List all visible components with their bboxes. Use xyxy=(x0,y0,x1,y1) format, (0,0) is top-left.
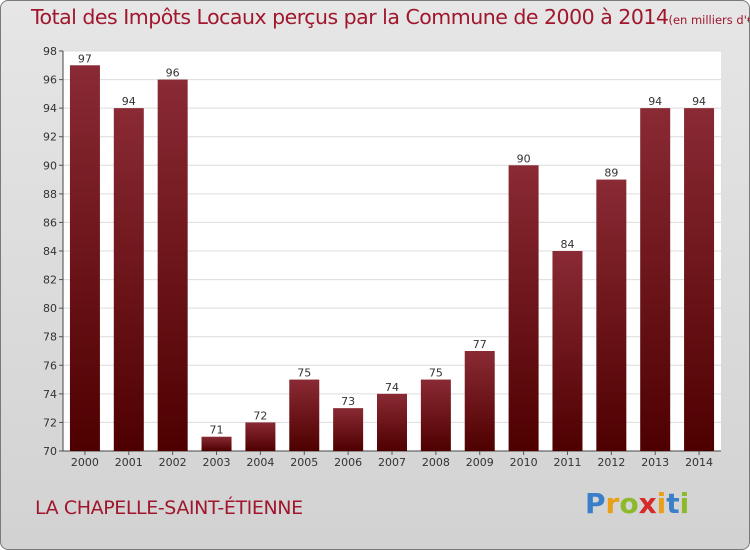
bar-value-label: 75 xyxy=(429,367,443,380)
bar xyxy=(508,165,539,452)
bar-value-label: 77 xyxy=(473,338,487,351)
bar xyxy=(245,422,276,451)
y-tick-label: 78 xyxy=(43,331,57,344)
y-tick-label: 76 xyxy=(43,359,57,372)
bar xyxy=(69,65,100,452)
bar-value-label: 90 xyxy=(517,152,531,165)
bar xyxy=(684,108,715,452)
title-unit: (en milliers d'€) xyxy=(668,13,750,27)
bar xyxy=(420,379,451,451)
chart-title: Total des Impôts Locaux perçus par la Co… xyxy=(31,5,750,29)
y-tick-label: 84 xyxy=(43,245,57,258)
x-tick-label: 2007 xyxy=(378,456,406,469)
x-tick-label: 2003 xyxy=(203,456,231,469)
x-tick-label: 2013 xyxy=(641,456,669,469)
y-tick-label: 86 xyxy=(43,216,57,229)
x-tick-label: 2008 xyxy=(422,456,450,469)
y-tick-label: 96 xyxy=(43,74,57,87)
logo-letter: t xyxy=(666,487,680,520)
bar-value-label: 75 xyxy=(297,367,311,380)
x-tick-label: 2000 xyxy=(71,456,99,469)
commune-name: LA CHAPELLE-SAINT-ÉTIENNE xyxy=(35,497,303,519)
bar xyxy=(333,408,364,451)
bar xyxy=(157,79,188,452)
y-tick-label: 82 xyxy=(43,274,57,287)
bar xyxy=(552,251,583,451)
bar xyxy=(289,379,320,451)
x-tick-label: 2001 xyxy=(115,456,143,469)
x-tick-label: 2014 xyxy=(685,456,713,469)
y-tick-label: 88 xyxy=(43,188,57,201)
logo-letter: o xyxy=(619,487,639,520)
y-tick-label: 94 xyxy=(43,102,57,115)
y-tick-label: 98 xyxy=(43,45,57,58)
x-tick-label: 2002 xyxy=(159,456,187,469)
y-tick-label: 70 xyxy=(43,445,57,458)
bar xyxy=(377,393,407,451)
bar-value-label: 89 xyxy=(604,167,618,180)
bar-value-label: 96 xyxy=(166,67,180,80)
logo-letter: i xyxy=(656,487,667,520)
bar-value-label: 94 xyxy=(692,95,706,108)
y-tick-label: 74 xyxy=(43,388,57,401)
bar xyxy=(201,436,232,451)
y-tick-label: 92 xyxy=(43,131,57,144)
bar-value-label: 94 xyxy=(122,95,136,108)
title-text: Total des Impôts Locaux perçus par la Co… xyxy=(31,5,669,29)
x-tick-label: 2012 xyxy=(597,456,625,469)
bar-value-label: 73 xyxy=(341,395,355,408)
bar-value-label: 94 xyxy=(648,95,662,108)
bar-value-label: 74 xyxy=(385,381,399,394)
bar-value-label: 72 xyxy=(253,409,267,422)
y-tick-label: 90 xyxy=(43,159,57,172)
x-tick-label: 2011 xyxy=(553,456,581,469)
x-tick-label: 2009 xyxy=(466,456,494,469)
y-tick-label: 80 xyxy=(43,302,57,315)
bar-value-label: 97 xyxy=(78,52,92,65)
proxiti-logo: Proxiti xyxy=(585,487,689,520)
x-tick-label: 2005 xyxy=(290,456,318,469)
y-tick-label: 72 xyxy=(43,416,57,429)
logo-letter: P xyxy=(585,487,606,520)
bar xyxy=(113,108,144,452)
x-tick-label: 2006 xyxy=(334,456,362,469)
x-tick-label: 2010 xyxy=(510,456,538,469)
logo-letter: i xyxy=(679,487,690,520)
x-tick-label: 2004 xyxy=(246,456,274,469)
bar-value-label: 84 xyxy=(560,238,574,251)
bar xyxy=(596,179,627,452)
logo-letter: r xyxy=(605,487,620,520)
bar xyxy=(640,108,671,452)
bar xyxy=(464,351,495,451)
logo-letter: x xyxy=(638,487,657,520)
bar-value-label: 71 xyxy=(210,424,224,437)
